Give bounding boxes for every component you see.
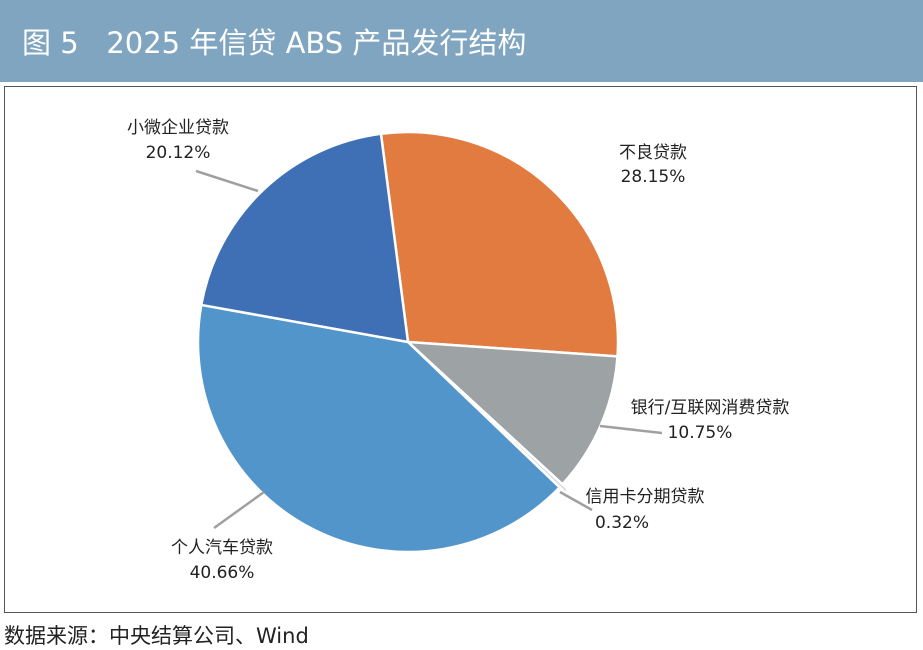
- slice-label: 小微企业贷款: [127, 118, 229, 138]
- slice-label: 不良贷款: [619, 143, 687, 163]
- pie-slice: [196, 303, 562, 554]
- chart-frame: [4, 86, 917, 613]
- slice-value-label: 10.75%: [668, 423, 733, 443]
- slice-value-label: 20.12%: [146, 143, 211, 163]
- leader-line: [559, 490, 593, 512]
- slice-value-label: 40.66%: [190, 563, 255, 583]
- slice-label: 银行/互联网消费贷款: [631, 398, 790, 418]
- leader-line: [195, 169, 259, 193]
- header-bar: 图 5 2025 年信贷 ABS 产品发行结构: [0, 0, 923, 82]
- pie-slice: [199, 132, 410, 344]
- leader-line: [213, 490, 265, 530]
- slice-value-label: 0.32%: [595, 513, 649, 533]
- leader-line: [599, 424, 663, 435]
- title: 图 5 2025 年信贷 ABS 产品发行结构: [22, 26, 527, 60]
- slice-label: 个人汽车贷款: [171, 538, 273, 558]
- pie-slice: [379, 130, 620, 358]
- slice-label: 信用卡分期贷款: [586, 487, 705, 507]
- source-note: 数据来源：中央结算公司、Wind: [4, 624, 309, 648]
- slice-value-label: 28.15%: [621, 167, 686, 187]
